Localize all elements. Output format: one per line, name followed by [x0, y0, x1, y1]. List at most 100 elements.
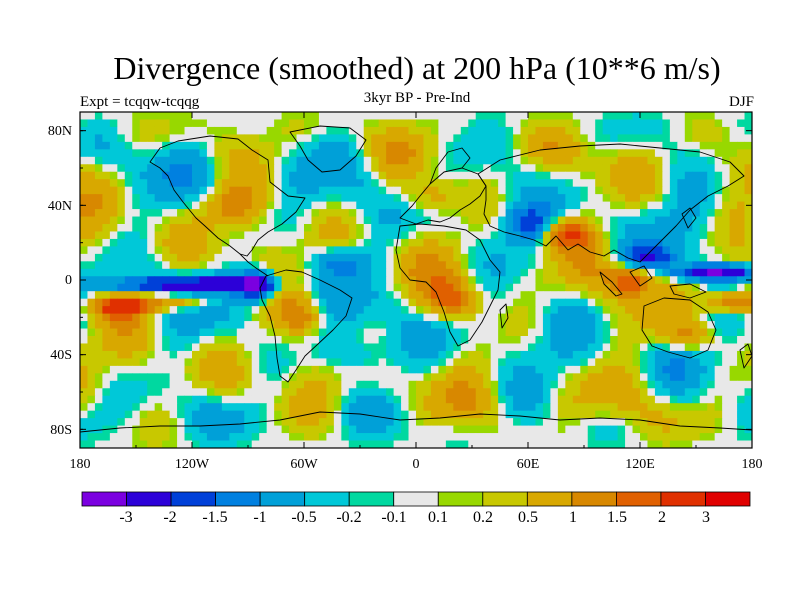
- field-cell: [177, 224, 185, 232]
- field-cell: [296, 433, 305, 441]
- field-cell: [550, 276, 559, 285]
- field-cell: [625, 403, 633, 412]
- colorbar-swatch: [259, 491, 306, 507]
- field-cell: [274, 321, 282, 329]
- field-cell: [393, 343, 402, 352]
- field-cell: [550, 433, 559, 441]
- field-cell: [677, 291, 686, 300]
- field-cell: [401, 440, 409, 449]
- field-cell: [266, 201, 275, 210]
- field-cell: [281, 298, 290, 307]
- field-cell: [378, 164, 387, 173]
- field-cell: [169, 253, 178, 262]
- field-cell: [341, 418, 350, 426]
- field-cell: [647, 291, 656, 300]
- field-cell: [139, 186, 148, 195]
- field-cell: [169, 194, 178, 202]
- field-cell: [520, 306, 529, 314]
- field-cell: [184, 365, 193, 374]
- field-cell: [356, 209, 365, 217]
- field-cell: [669, 321, 678, 329]
- colorbar-tick-label: 1: [569, 509, 577, 526]
- field-cell: [199, 156, 208, 165]
- field-cell: [236, 433, 245, 441]
- field-cell: [490, 388, 499, 397]
- field-cell: [386, 194, 394, 202]
- field-cell: [699, 343, 708, 352]
- field-cell: [206, 298, 215, 307]
- field-cell: [483, 343, 492, 352]
- field-cell: [318, 268, 327, 277]
- field-cell: [348, 201, 357, 210]
- field-cell: [154, 253, 163, 262]
- field-cell: [505, 141, 514, 150]
- field-cell: [587, 268, 596, 277]
- field-cell: [625, 418, 633, 426]
- field-cell: [94, 119, 103, 128]
- field-cell: [468, 403, 477, 412]
- field-cell: [580, 298, 589, 307]
- field-cell: [341, 186, 350, 195]
- field-cell: [557, 313, 566, 322]
- coastline-central-america: [239, 253, 269, 277]
- field-cell: [199, 373, 208, 382]
- field-cell: [505, 171, 514, 180]
- field-cell: [259, 395, 268, 404]
- field-cell: [453, 365, 462, 374]
- field-cell: [684, 291, 693, 300]
- field-cell: [386, 268, 394, 277]
- field-cell: [236, 395, 245, 404]
- field-cell: [318, 261, 327, 270]
- field-cell: [318, 343, 327, 352]
- field-cell: [632, 171, 641, 180]
- field-cell: [714, 112, 723, 120]
- field-cell: [236, 291, 245, 300]
- field-cell: [430, 216, 439, 225]
- field-cell: [378, 425, 387, 434]
- field-cell: [617, 261, 626, 270]
- field-cell: [513, 119, 521, 128]
- field-cell: [169, 231, 178, 240]
- field-cell: [408, 380, 417, 389]
- field-cell: [460, 149, 469, 158]
- field-cell: [281, 358, 290, 367]
- field-cell: [707, 216, 716, 225]
- field-cell: [617, 141, 626, 150]
- field-cell: [281, 261, 290, 270]
- field-cell: [80, 216, 88, 225]
- field-cell: [542, 291, 551, 300]
- field-cell: [393, 268, 402, 277]
- field-cell: [236, 112, 245, 120]
- field-cell: [124, 321, 133, 329]
- field-cell: [460, 224, 469, 232]
- field-cell: [617, 126, 626, 135]
- field-cell: [192, 141, 200, 150]
- field-cell: [102, 306, 111, 314]
- field-cell: [550, 283, 559, 292]
- field-cell: [572, 179, 581, 188]
- field-cell: [692, 246, 701, 255]
- field-cell: [490, 395, 499, 404]
- field-cell: [259, 149, 268, 158]
- field-cell: [333, 149, 342, 158]
- field-cell: [386, 276, 394, 285]
- field-cell: [416, 231, 424, 240]
- field-cell: [132, 156, 141, 165]
- field-cell: [647, 194, 656, 202]
- field-cell: [244, 373, 253, 382]
- field-cell: [289, 313, 297, 322]
- field-cell: [244, 425, 253, 434]
- field-cell: [662, 336, 671, 344]
- field-cell: [244, 380, 253, 389]
- field-cell: [401, 261, 409, 270]
- field-cell: [610, 171, 618, 180]
- field-cell: [139, 216, 148, 225]
- field-cell: [490, 194, 499, 202]
- field-cell: [304, 164, 312, 173]
- field-cell: [505, 306, 514, 314]
- field-cell: [595, 395, 604, 404]
- field-cell: [124, 119, 133, 128]
- field-cell: [430, 246, 439, 255]
- field-cell: [602, 171, 611, 180]
- field-cell: [259, 380, 268, 389]
